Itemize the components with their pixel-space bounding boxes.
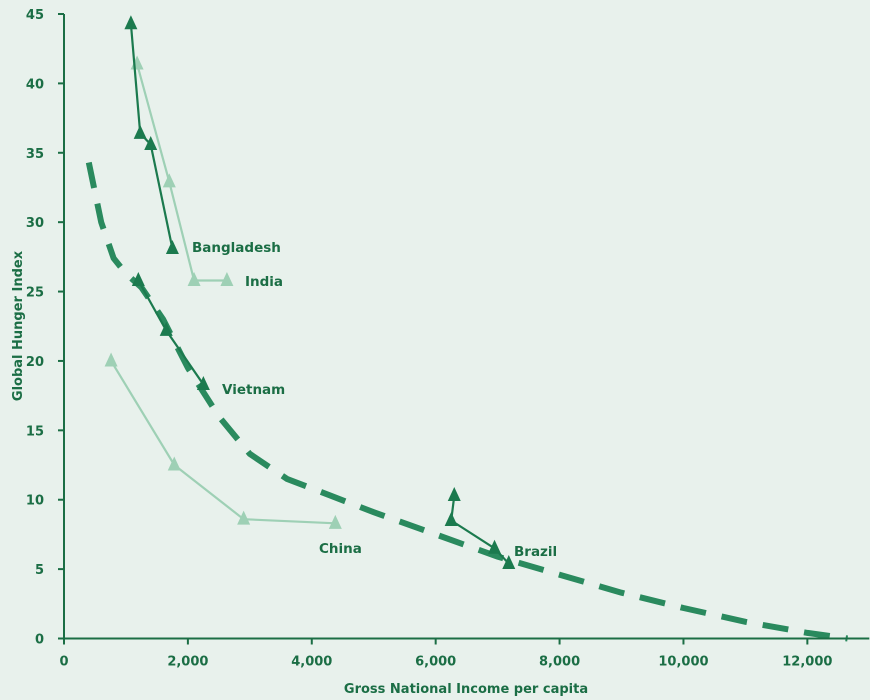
- x-tick-label: 12,000: [782, 655, 832, 670]
- series-bangladesh: Bangladesh: [124, 15, 281, 256]
- point-brazil: [444, 512, 458, 527]
- x-tick-label: 8,000: [539, 655, 580, 670]
- series-line-bangladesh: [129, 23, 174, 249]
- axes-layer: [63, 14, 870, 640]
- x-tick-label: 10,000: [658, 655, 708, 670]
- x-axis-title: Gross National Income per capita: [344, 682, 588, 697]
- point-brazil: [447, 487, 461, 502]
- x-tick-label: 6,000: [415, 655, 456, 670]
- series-line-china: [110, 360, 336, 525]
- y-tick-label: 10: [26, 494, 44, 509]
- point-india: [220, 271, 234, 286]
- point-china: [328, 514, 342, 529]
- series-label-china: China: [319, 541, 362, 557]
- series-line-brazil: [450, 495, 510, 565]
- series-label-brazil: Brazil: [514, 544, 557, 560]
- point-bangladesh: [165, 240, 179, 255]
- point-bangladesh: [124, 15, 138, 30]
- point-vietnam: [196, 376, 210, 391]
- y-tick-label: 15: [26, 424, 44, 439]
- y-tick-label: 5: [35, 563, 44, 578]
- point-india: [130, 55, 144, 70]
- y-tick-label: 20: [26, 355, 44, 370]
- point-india: [187, 271, 201, 286]
- x-tick-label: 0: [59, 655, 68, 670]
- point-india: [162, 173, 176, 188]
- point-bangladesh: [133, 124, 147, 139]
- series-india: India: [130, 55, 283, 290]
- point-brazil: [488, 539, 502, 554]
- point-vietnam: [131, 271, 145, 286]
- point-china: [237, 510, 251, 525]
- y-tick-label: 40: [26, 77, 44, 92]
- trend-layer: [85, 161, 849, 642]
- series-line-india: [136, 63, 227, 282]
- y-tick-label: 35: [26, 147, 44, 162]
- series-label-vietnam: Vietnam: [222, 382, 285, 398]
- x-tick-label: 2,000: [167, 655, 208, 670]
- series-china: China: [104, 352, 362, 557]
- y-axis-title: Global Hunger Index: [11, 250, 26, 401]
- y-tick-label: 25: [26, 286, 44, 301]
- x-tick-label: 4,000: [291, 655, 332, 670]
- series-brazil: Brazil: [444, 487, 557, 570]
- series-label-bangladesh: Bangladesh: [192, 240, 281, 256]
- y-tick-label: 30: [26, 216, 44, 231]
- point-china: [167, 456, 181, 471]
- trend-curve: [85, 161, 849, 642]
- point-china: [104, 352, 118, 367]
- point-bangladesh: [144, 135, 158, 150]
- point-brazil: [502, 555, 516, 570]
- y-tick-label: 0: [35, 633, 44, 648]
- series-layer: India China Bangladesh Vietnam Brazil: [104, 15, 557, 570]
- ticks-layer: 0 2,000 4,000 6,000 8,000 10,000 12,000 0 5 10 15 2…: [26, 8, 833, 670]
- y-tick-label: 45: [26, 8, 44, 23]
- series-vietnam: Vietnam: [131, 271, 285, 398]
- point-vietnam: [159, 321, 173, 336]
- series-label-india: India: [245, 274, 283, 290]
